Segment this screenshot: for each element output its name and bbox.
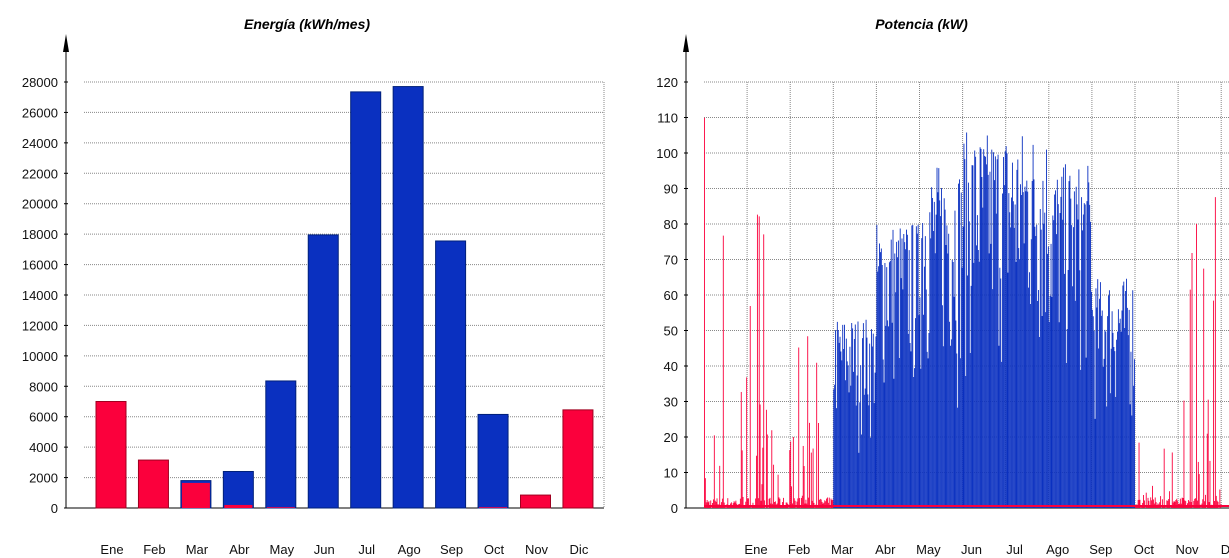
x-tick-label: Jul <box>358 542 375 557</box>
y-tick-label: 20000 <box>22 197 58 212</box>
bar-generation <box>350 91 382 509</box>
power-chart: Potencia (kW) 0 10 20 30 40 50 60 70 80 90 100 110 1… <box>614 0 1229 558</box>
x-tick-label: Ene <box>744 542 767 557</box>
y-tick-label: 2000 <box>29 471 58 486</box>
y-tick-label: 24000 <box>22 136 58 151</box>
y-tick-label: 40 <box>664 359 678 374</box>
y-tick-label: 26000 <box>22 105 58 120</box>
y-tick-label: 22000 <box>22 166 58 181</box>
x-tick-label: Abr <box>229 542 250 557</box>
x-tick-label: Jul <box>1006 542 1023 557</box>
x-tick-label: Feb <box>788 542 810 557</box>
y-tick-label: 0 <box>51 501 58 516</box>
y-tick-label: 8000 <box>29 379 58 394</box>
bar-generation <box>435 240 467 509</box>
x-tick-label: May <box>270 542 295 557</box>
y-axis-arrow <box>683 34 689 52</box>
x-tick-label: Dic <box>1221 542 1229 557</box>
bar-consumption <box>562 409 594 509</box>
bar-consumption <box>137 459 169 509</box>
x-tick-label: Jun <box>961 542 982 557</box>
y-tick-label: 4000 <box>29 440 58 455</box>
y-tick-label: 110 <box>657 111 678 126</box>
x-tick-label: Oct <box>484 542 505 557</box>
y-tick-label: 20 <box>664 430 678 445</box>
y-tick-label: 18000 <box>22 227 58 242</box>
y-tick-label: 90 <box>664 182 678 197</box>
y-tick-label: 16000 <box>22 258 58 273</box>
y-tick-label: 14000 <box>22 288 58 303</box>
y-tick-label: 60 <box>664 288 678 303</box>
x-tick-label: Oct <box>1134 542 1155 557</box>
y-tick-label: 80 <box>664 217 678 232</box>
bar-generation <box>477 413 509 509</box>
x-tick-label: Abr <box>875 542 896 557</box>
energy-chart-plot: 0 2000 4000 6000 8000 10000 12000 14000 16000 180… <box>22 34 605 557</box>
x-tick-label: May <box>916 542 941 557</box>
y-tick-label: 120 <box>656 75 678 90</box>
bar-consumption <box>479 507 508 508</box>
y-tick-label: 10 <box>664 466 678 481</box>
x-tick-label: Ago <box>398 542 421 557</box>
bar-consumption <box>520 494 551 509</box>
x-tick-label: Mar <box>186 542 209 557</box>
bar-generation <box>392 86 424 509</box>
y-tick-label: 70 <box>664 253 678 268</box>
y-tick-label: 6000 <box>29 410 58 425</box>
x-tick-label: Dic <box>570 542 589 557</box>
x-tick-label: Jun <box>314 542 335 557</box>
x-tick-label: Ago <box>1046 542 1069 557</box>
x-tick-label: Sep <box>440 542 463 557</box>
x-tick-label: Feb <box>143 542 165 557</box>
y-tick-label: 10000 <box>22 349 58 364</box>
bar-generation <box>265 380 297 509</box>
bar-consumption <box>95 401 127 509</box>
x-tick-label: Ene <box>100 542 123 557</box>
power-chart-title: Potencia (kW) <box>875 16 968 32</box>
energy-chart-title: Energía (kWh/mes) <box>243 16 371 32</box>
y-tick-label: 28000 <box>22 75 58 90</box>
x-tick-label: Nov <box>525 542 549 557</box>
x-tick-label: Sep <box>1089 542 1112 557</box>
y-tick-label: 50 <box>664 324 678 339</box>
energy-chart: Energía (kWh/mes) 0 2000 4000 6000 8000 10000… <box>0 0 614 558</box>
y-tick-label: 0 <box>671 501 678 516</box>
y-tick-label: 12000 <box>22 318 58 333</box>
bar-consumption <box>266 507 295 508</box>
bar-consumption <box>181 482 210 508</box>
y-tick-label: 100 <box>656 146 678 161</box>
bar-generation <box>222 470 254 509</box>
power-chart-plot: 0 10 20 30 40 50 60 70 80 90 100 110 120 Ene Feb Mar Abr… <box>656 34 1229 557</box>
bar-consumption <box>224 504 253 508</box>
y-axis-arrow <box>63 34 69 52</box>
bar-generation <box>307 234 339 509</box>
x-tick-label: Mar <box>831 542 854 557</box>
x-tick-label: Nov <box>1175 542 1199 557</box>
y-tick-label: 30 <box>664 395 678 410</box>
